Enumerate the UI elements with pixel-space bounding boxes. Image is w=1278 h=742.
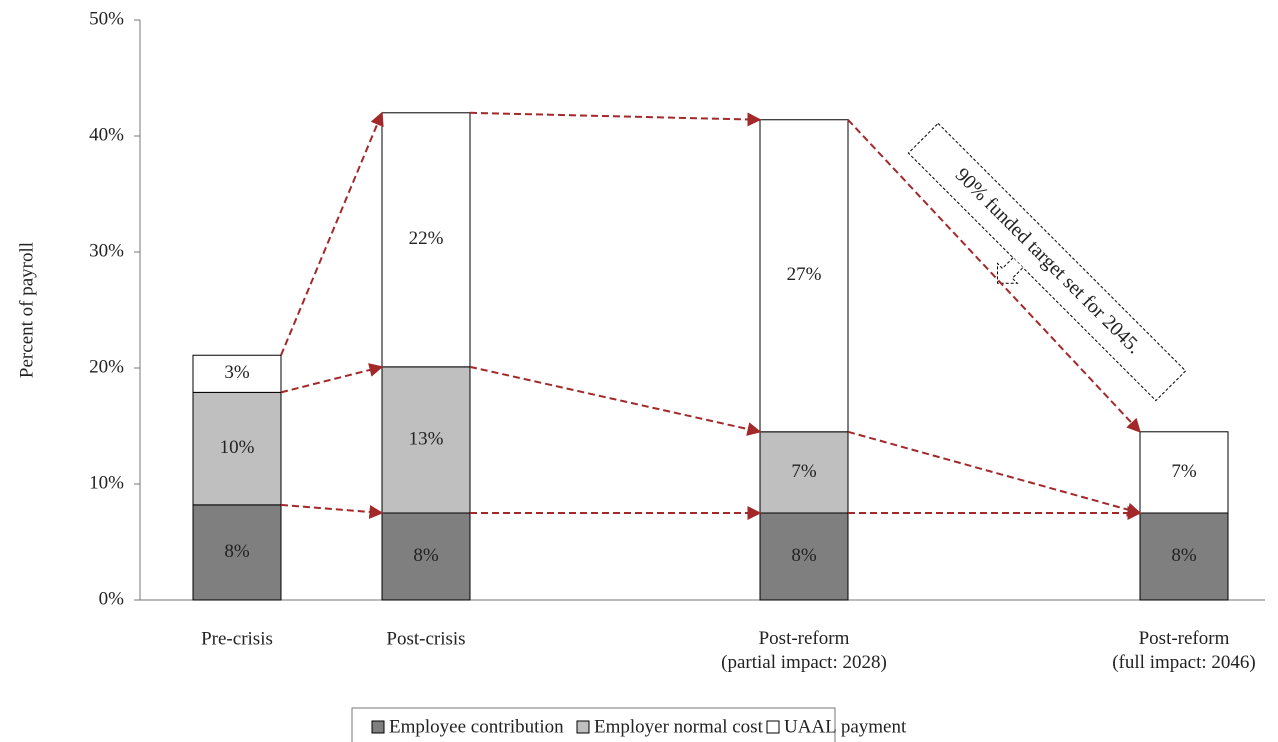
trend-arrow: [847, 430, 1142, 517]
data-label: 3%: [224, 362, 250, 383]
y-tick-label: 20%: [89, 356, 124, 377]
trend-arrow: [280, 503, 384, 519]
trend-arrow: [280, 111, 384, 356]
trend-arrow: [847, 119, 1141, 433]
data-label: 27%: [787, 264, 822, 285]
data-label: 7%: [1171, 461, 1197, 482]
y-tick-label: 50%: [89, 8, 124, 29]
data-label: 22%: [409, 228, 444, 249]
bar-segment: [192, 354, 282, 393]
annotation-arrow: [997, 257, 1024, 284]
trend-arrow: [280, 363, 384, 394]
annotation: 90% funded target set for 2045.: [907, 122, 1187, 402]
x-tick-label: Post-crisis: [386, 628, 465, 649]
data-label: 10%: [220, 437, 255, 458]
data-label: 13%: [409, 428, 444, 449]
bar-segment: [759, 512, 849, 601]
legend-label: Employee contribution: [389, 716, 564, 737]
bar-segment: [1139, 431, 1229, 514]
y-axis-label: Percent of payroll: [16, 242, 37, 378]
annotation-box: [907, 122, 1187, 402]
data-label: 8%: [224, 541, 250, 562]
y-tick-label: 30%: [89, 240, 124, 261]
legend-swatch: [766, 720, 780, 734]
data-label: 8%: [791, 545, 817, 566]
x-tick-label: Post-reform (full impact: 2046): [1112, 628, 1256, 673]
legend-label: UAAL payment: [784, 716, 907, 737]
bar-segment: [759, 119, 849, 433]
trend-arrow: [469, 365, 762, 436]
bar-segment: [381, 112, 471, 368]
legend-swatch: [576, 720, 590, 734]
y-tick-label: 10%: [89, 472, 124, 493]
x-tick-label: Pre-crisis: [201, 628, 273, 649]
x-tick-label: Post-reform (partial impact: 2028): [721, 628, 887, 673]
data-label: 7%: [791, 461, 817, 482]
y-tick-label: 40%: [89, 124, 124, 145]
legend-swatch: [371, 720, 385, 734]
bar-segment: [381, 366, 471, 514]
data-label: 8%: [1171, 545, 1197, 566]
bar-segment: [381, 512, 471, 601]
bar-segment: [1139, 512, 1229, 601]
legend-label: Employer normal cost: [594, 716, 764, 737]
legend: [351, 707, 836, 742]
y-tick-label: 0%: [99, 588, 125, 609]
data-label: 8%: [413, 545, 439, 566]
bar-segment: [192, 391, 282, 506]
bar-segment: [759, 431, 849, 514]
trend-arrow: [469, 111, 762, 127]
